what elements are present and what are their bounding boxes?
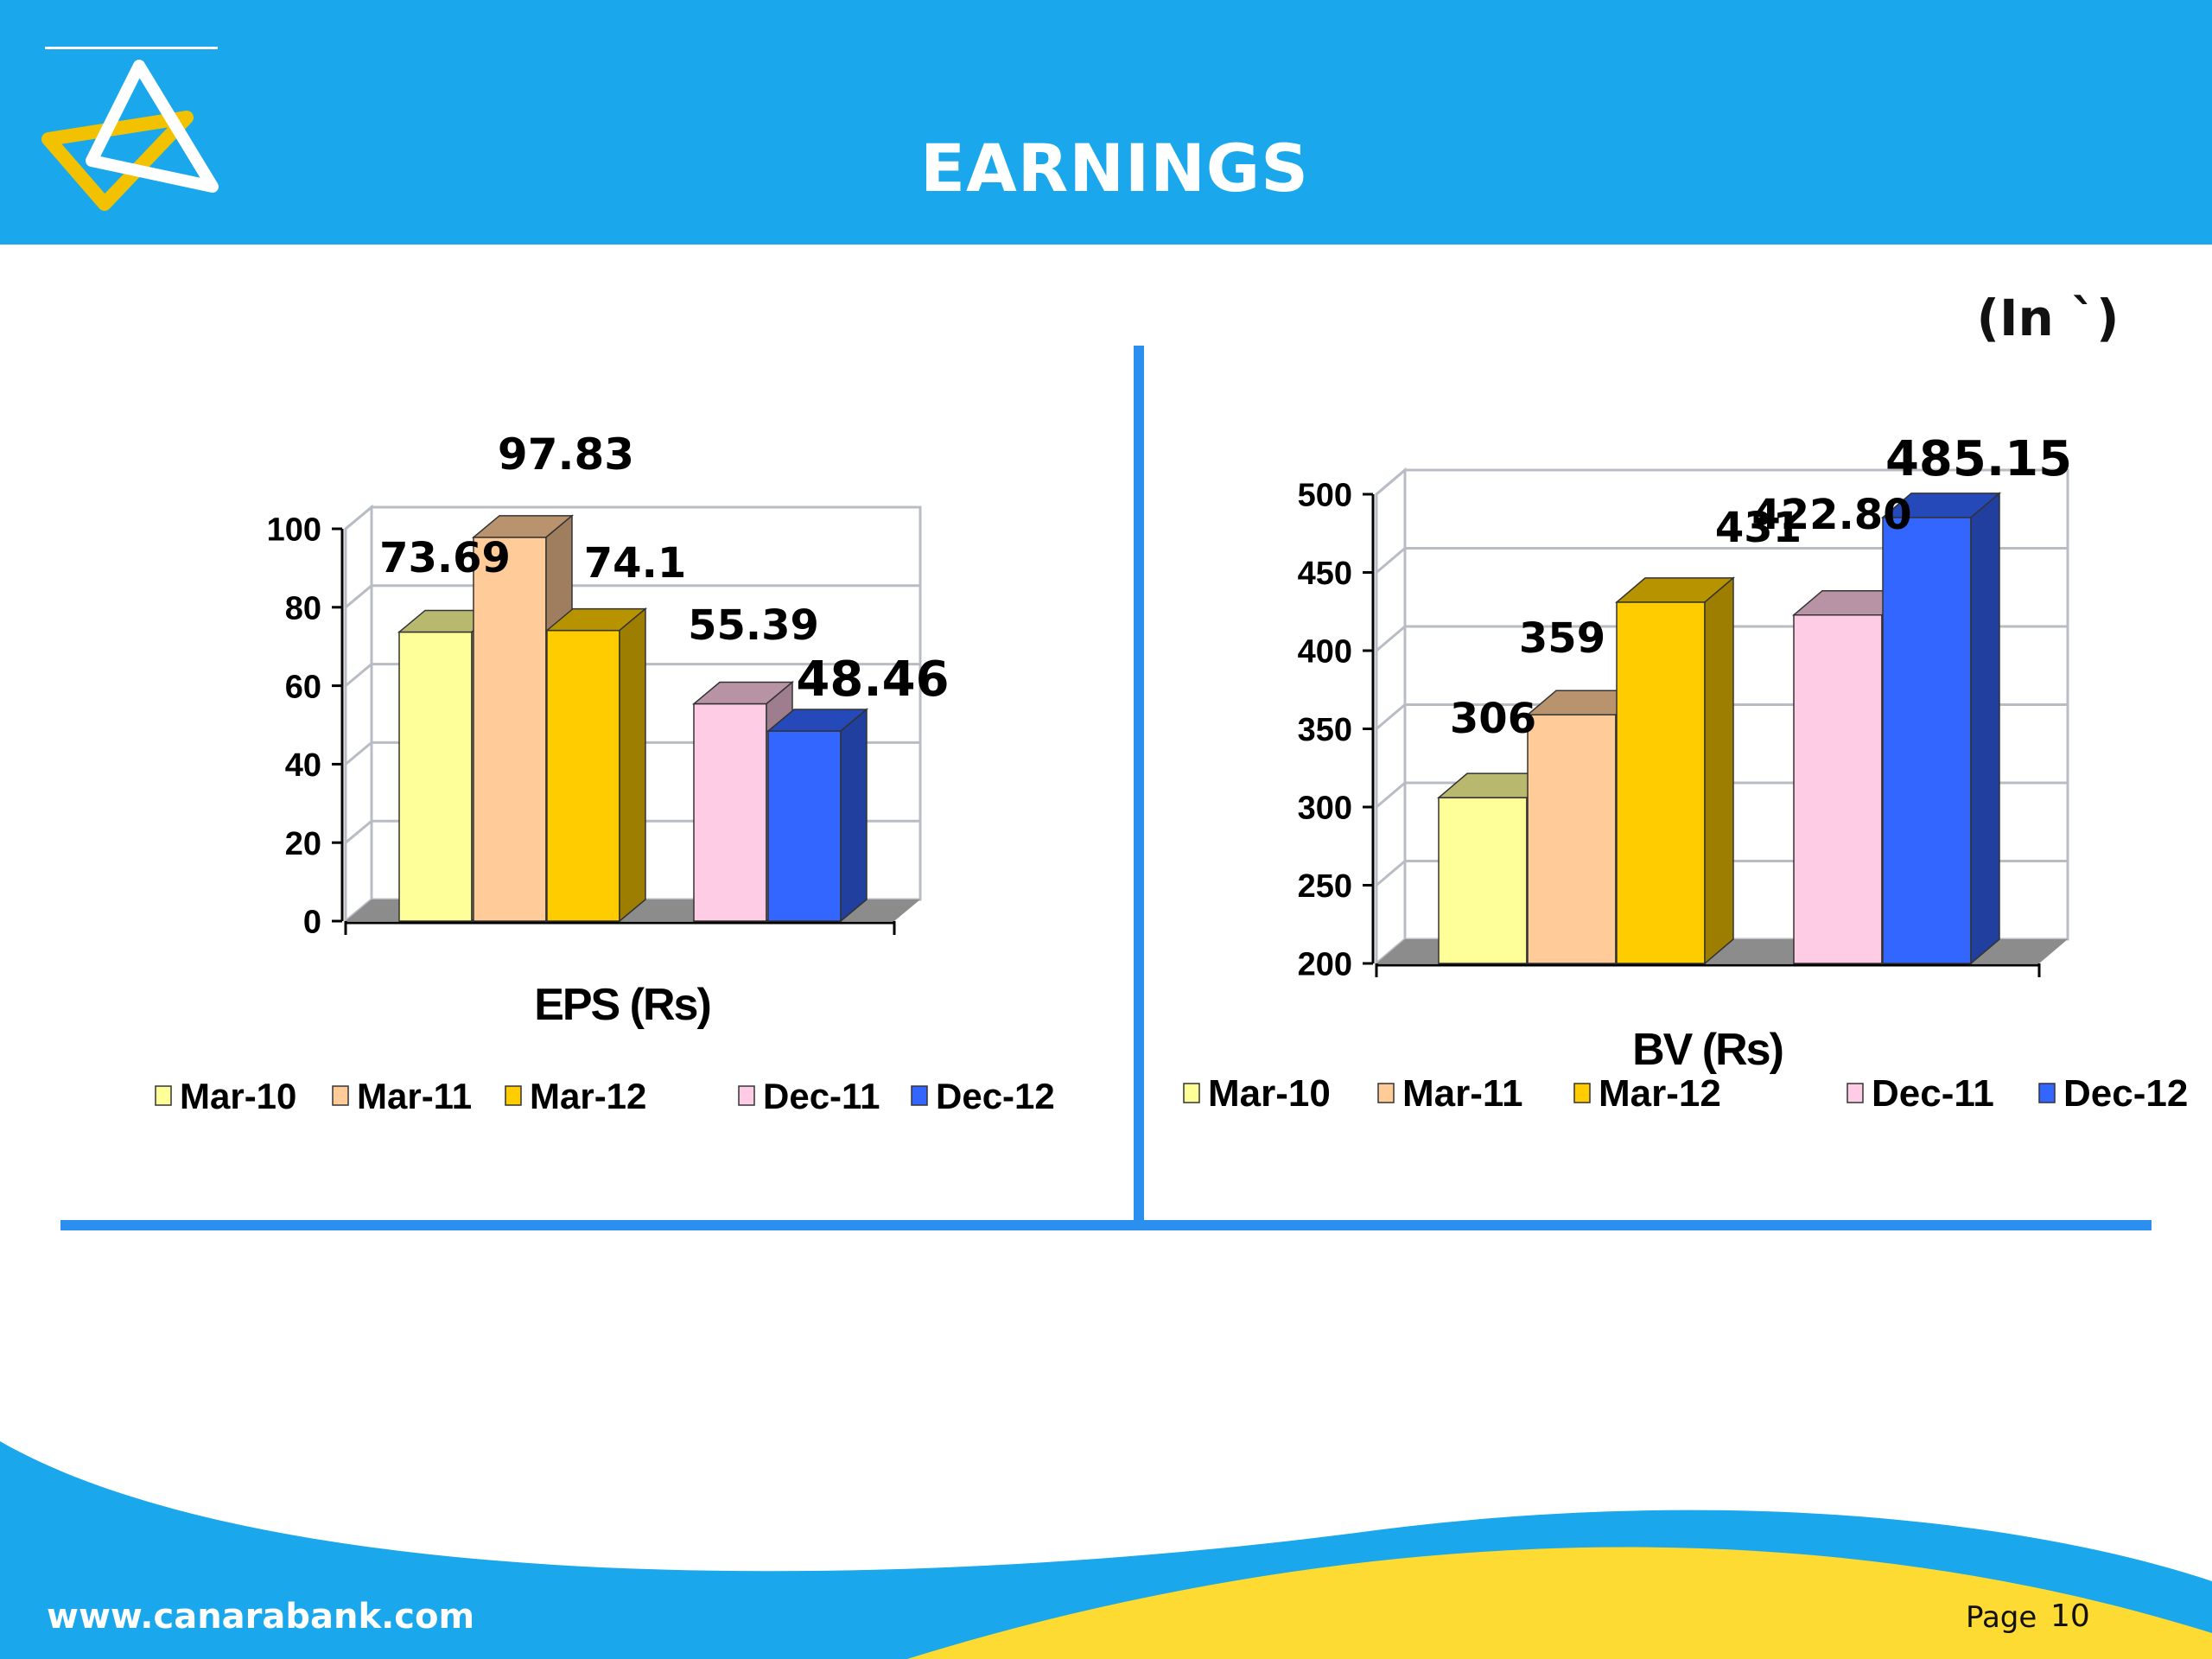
bar-mar-10 (1438, 797, 1528, 964)
bar-side-mar-12 (619, 607, 646, 923)
y-tick-label: 350 (1298, 712, 1352, 748)
data-label: 359 (1519, 614, 1605, 663)
data-label: 485.15 (1885, 431, 2072, 487)
y-tick-label: 100 (267, 512, 321, 549)
legend-swatch-dec-11 (738, 1085, 755, 1106)
footer-wave (0, 1441, 2212, 1659)
y-tick-label: 40 (285, 747, 321, 784)
unit-note: (In `) (1976, 289, 2120, 347)
data-label: 431 (1715, 504, 1802, 552)
gridline (1376, 468, 2068, 496)
gridline (345, 663, 920, 687)
y-tick-label: 20 (285, 826, 321, 862)
legend-swatch-mar-12 (1573, 1083, 1591, 1103)
header-band (0, 0, 2212, 245)
data-label: 48.46 (796, 652, 949, 708)
legend-swatch-dec-12 (911, 1085, 928, 1106)
bv-chart: 200 250 300 350 400 450 500 306 359 431422.80485.… (1183, 431, 2188, 1115)
bar-dec-12 (1882, 517, 1972, 964)
gridline (345, 505, 920, 531)
website-url[interactable]: www.canarabank.com (47, 1597, 475, 1637)
canara-bank-logo (41, 60, 219, 211)
logo-line (45, 47, 218, 49)
bar-mar-11 (1527, 714, 1617, 964)
bar-mar-12 (546, 629, 620, 922)
y-tick-label: 200 (1298, 947, 1352, 983)
data-label: 306 (1450, 695, 1536, 743)
bar-mar-11 (473, 537, 547, 922)
footer-yellow-wave (907, 1547, 2212, 1659)
y-tick-label: 450 (1298, 556, 1352, 592)
bar-mar-10 (398, 631, 473, 922)
legend-label: Mar-12 (530, 1076, 646, 1116)
data-label: 74.1 (584, 539, 686, 588)
y-tick-label: 400 (1298, 634, 1352, 671)
legend-label: Mar-11 (1402, 1072, 1522, 1115)
legend-swatch-mar-11 (332, 1085, 349, 1106)
bar-side-dec-12 (1970, 492, 2000, 965)
legend-swatch-mar-10 (1183, 1083, 1200, 1103)
slide-title: EARNINGS (920, 130, 1309, 207)
legend-swatch-mar-12 (505, 1085, 522, 1106)
bar-side-dec-12 (840, 708, 868, 923)
legend-label: Dec-11 (1872, 1072, 1994, 1115)
legend-label: Mar-10 (1208, 1072, 1331, 1115)
y-tick-label: 500 (1298, 478, 1352, 514)
gridline (1376, 547, 2068, 574)
legend-swatch-dec-12 (2038, 1083, 2056, 1103)
legend-swatch-mar-10 (155, 1085, 172, 1106)
y-tick-label: 60 (285, 669, 321, 705)
bar-dec-12 (767, 730, 842, 922)
y-tick-label: 80 (285, 590, 321, 626)
x-axis-label: BV (Rs) (1632, 1025, 1783, 1075)
page-number: 10 (2050, 1599, 2090, 1634)
vertical-divider (1134, 346, 1144, 1220)
page-label: Page (1966, 1600, 2037, 1635)
bar-dec-11 (693, 702, 767, 922)
legend-swatch-dec-11 (1847, 1083, 1864, 1103)
legend-label: Mar-12 (1599, 1072, 1721, 1115)
gridline (345, 584, 920, 608)
horizontal-divider (60, 1220, 2152, 1230)
data-label: 55.39 (688, 601, 819, 650)
legend-label: Mar-11 (357, 1076, 472, 1116)
bar-dec-11 (1793, 613, 1883, 964)
legend-label: Dec-12 (2063, 1072, 2188, 1115)
legend-swatch-mar-11 (1377, 1083, 1395, 1103)
x-axis-label: EPS (Rs) (534, 980, 710, 1030)
y-tick-label: 300 (1298, 791, 1352, 827)
bar-side-mar-12 (1704, 576, 1734, 965)
legend-label: Dec-12 (936, 1076, 1055, 1116)
data-label: 422.80 (1751, 491, 1911, 539)
legend-label: Dec-11 (763, 1076, 880, 1116)
y-tick-label: 0 (303, 905, 321, 941)
data-label: 97.83 (498, 429, 634, 480)
bar-mar-12 (1616, 601, 1706, 964)
data-label: 73.69 (379, 534, 511, 582)
legend-label: Mar-10 (180, 1076, 296, 1116)
y-tick-label: 250 (1298, 868, 1352, 905)
